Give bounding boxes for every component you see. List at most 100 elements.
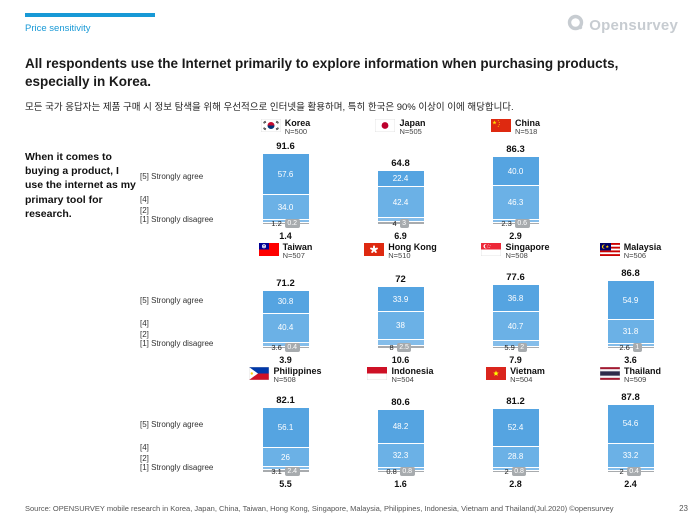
country-name-block: Vietnam N=504	[510, 366, 545, 385]
country-name-block: Philippines N=508	[273, 366, 321, 385]
country-name-block: Taiwan N=507	[283, 242, 313, 261]
bar-segment-s1	[492, 346, 539, 348]
top2-total: 80.6	[391, 396, 410, 408]
country-header: Malaysia N=506	[573, 242, 688, 266]
segment-s1-badge: 0.4	[626, 467, 642, 476]
segment-s2-value: 3.6	[271, 343, 282, 352]
country-name: Indonesia	[391, 366, 434, 376]
bar-segment-s4: 32.3	[377, 444, 424, 467]
slide-subtitle-korean: 모든 국가 응답자는 제품 구매 시 정보 탐색을 위해 우선적으로 인터넷을 …	[25, 102, 514, 113]
vn-flag-icon	[486, 366, 507, 380]
scale-label-s4: [4]	[140, 195, 149, 204]
opensurvey-logo: Opensurvey	[567, 14, 678, 36]
sample-size: N=507	[282, 251, 305, 261]
chart-row-1: [5] Strongly agree [4] [2] [1] Strongly dis…	[140, 118, 688, 241]
source-note: Source: OPENSURVEY mobile research in Ko…	[25, 504, 614, 513]
top2-total: 87.8	[621, 391, 640, 403]
scale-label-s5: [5] Strongly agree	[140, 172, 204, 181]
bar-segment-s2	[607, 343, 654, 346]
chart-columns-row-2: Taiwan N=507 71.2 30.8 40.4 3.6 0.4 3.9 Hong Kon…	[228, 242, 688, 365]
kr-flag-icon	[260, 118, 281, 132]
sample-size: N=505	[399, 127, 422, 137]
country-column-sg: Singapore N=508 77.6 36.8 40.7 5.9 2 7.9	[458, 242, 573, 365]
segment-s1-badge: 0.6	[514, 219, 530, 228]
bottom2-total: 1.4	[279, 231, 292, 241]
bar-area: 86.8 54.9 31.8 2.6 1	[573, 266, 688, 352]
scale-labels-row-2: [5] Strongly agree [4] [2] [1] Strongly dis…	[140, 242, 228, 362]
sample-size: N=508	[273, 375, 296, 385]
country-header: Vietnam N=504	[458, 366, 573, 390]
bar-area: 77.6 36.8 40.7 5.9 2	[458, 266, 573, 352]
section-tag: Price sensitivity	[25, 23, 91, 34]
bottom2-total: 1.6	[394, 479, 407, 489]
bottom-segment-values: 3.6 0.4	[228, 343, 343, 352]
stacked-bar: 52.4 28.8	[492, 409, 539, 472]
bar-segment-s5: 40.0	[492, 157, 539, 186]
bar-segment-s5: 52.4	[492, 409, 539, 446]
segment-s2-value: 2	[504, 467, 509, 476]
stacked-bar: 56.1 26	[262, 407, 309, 472]
top2-total: 64.8	[391, 157, 410, 169]
scale-label-s1: [1] Strongly disagree	[140, 339, 214, 348]
top2-total: 81.2	[506, 396, 525, 408]
country-name-block: China N=518	[515, 118, 540, 137]
segment-s2-value: 1.2	[271, 219, 282, 228]
chart-row-3: [5] Strongly agree [4] [2] [1] Strongly dis…	[140, 366, 688, 489]
bar-area: 64.8 22.4 42.4 4 3	[343, 142, 458, 228]
country-column-vn: Vietnam N=504 81.2 52.4 28.8 2 0.8 2.8	[458, 366, 573, 489]
country-header: Hong Kong N=510	[343, 242, 458, 266]
bar-segment-s4: 26	[262, 447, 309, 467]
bar-area: 91.6 57.6 34.0 1.2 0.2	[228, 141, 343, 228]
bar-segment-s4: 42.4	[377, 187, 424, 218]
country-column-jp: Japan N=505 64.8 22.4 42.4 4 3 6.9	[343, 118, 458, 241]
sample-size: N=500	[284, 127, 308, 137]
scale-label-s1: [1] Strongly disagree	[140, 215, 214, 224]
scale-label-s2: [2]	[140, 206, 149, 215]
country-name-block: Korea N=500	[285, 118, 311, 137]
country-name-block: Malaysia N=506	[624, 242, 662, 261]
bar-area: 87.8 54.6 33.2 2 0.4	[573, 390, 688, 476]
country-column-cn: China N=518 86.3 40.0 46.3 2.3 0.6 2.9	[458, 118, 573, 241]
country-column-my: Malaysia N=506 86.8 54.9 31.8 2.6 1 3.6	[573, 242, 688, 365]
sample-size: N=504	[510, 375, 533, 385]
segment-s1-badge: 1	[632, 343, 642, 352]
segment-s2-value: 4	[392, 219, 397, 228]
bottom2-total: 3.9	[279, 355, 292, 365]
country-column-hk: Hong Kong N=510 72 33.9 38 8 2.5 10.6	[343, 242, 458, 365]
id-flag-icon	[367, 366, 388, 380]
my-flag-icon	[599, 242, 620, 256]
country-header: China N=518	[458, 118, 573, 142]
stacked-bar: 54.9 31.8	[607, 281, 654, 348]
bar-segment-s5: 57.6	[262, 153, 309, 195]
bottom-segment-values: 2.6 1	[573, 343, 688, 352]
sample-size: N=518	[514, 127, 538, 137]
segment-s1-badge: 3	[399, 219, 409, 228]
bar-area: 72 33.9 38 8 2.5	[343, 266, 458, 352]
bar-segment-s2	[377, 339, 424, 346]
opensurvey-logo-icon	[567, 14, 584, 36]
bar-segment-s5: 48.2	[377, 409, 424, 444]
scale-label-s5: [5] Strongly agree	[140, 420, 204, 429]
bottom-segment-values: 0.8 0.8	[343, 467, 458, 476]
country-column-kr: Korea N=500 91.6 57.6 34.0 1.2 0.2 1.4	[228, 118, 343, 241]
country-header: Thailand N=509	[573, 366, 688, 390]
stacked-bar: 30.8 40.4	[262, 291, 309, 348]
sample-size: N=506	[623, 251, 647, 261]
bar-segment-s4: 40.4	[262, 313, 309, 342]
top2-total: 82.1	[276, 394, 295, 406]
bar-segment-s5: 36.8	[492, 285, 539, 311]
stacked-bar: 36.8 40.7	[492, 285, 539, 348]
country-name: Japan	[399, 118, 426, 128]
bar-segment-s5: 56.1	[262, 407, 309, 447]
country-column-ph: Philippines N=508 82.1 56.1 26 3.1 2.4 5.5	[228, 366, 343, 489]
bar-segment-s4: 38	[377, 312, 424, 339]
top2-total: 86.8	[621, 268, 640, 280]
scale-label-s2: [2]	[140, 454, 149, 463]
segment-s1-badge: 2.5	[396, 343, 412, 352]
country-column-id: Indonesia N=504 80.6 48.2 32.3 0.8 0.8 1.6	[343, 366, 458, 489]
bar-segment-s5: 30.8	[262, 291, 309, 313]
sample-size: N=504	[391, 375, 414, 385]
page-number: 23	[679, 504, 688, 513]
stacked-bar: 33.9 38	[377, 287, 424, 348]
footer: Source: OPENSURVEY mobile research in Ko…	[25, 504, 688, 513]
